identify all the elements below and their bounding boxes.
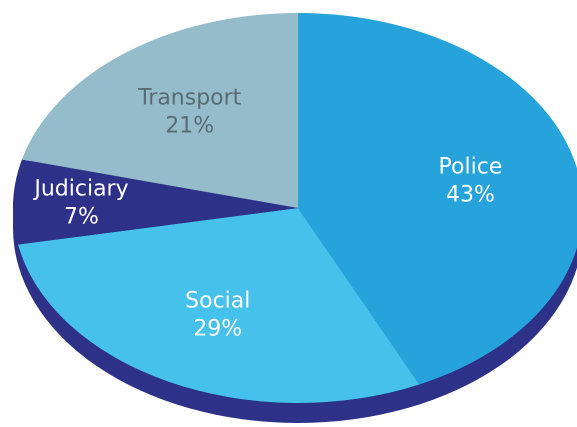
slice-label: Police: [439, 155, 503, 180]
slice-label: Social: [185, 289, 250, 314]
slice-value-label: 7%: [64, 204, 99, 229]
pie-slice: [21, 13, 299, 208]
pie-slice: [298, 13, 577, 385]
slice-label: Transport: [137, 85, 242, 110]
slice-value-label: 43%: [446, 183, 495, 208]
slice-value-label: 29%: [193, 317, 242, 342]
slice-value-label: 21%: [165, 113, 214, 138]
slice-label: Judiciary: [32, 176, 128, 201]
pie-slice: [13, 159, 299, 245]
pie-slice: [18, 208, 420, 403]
